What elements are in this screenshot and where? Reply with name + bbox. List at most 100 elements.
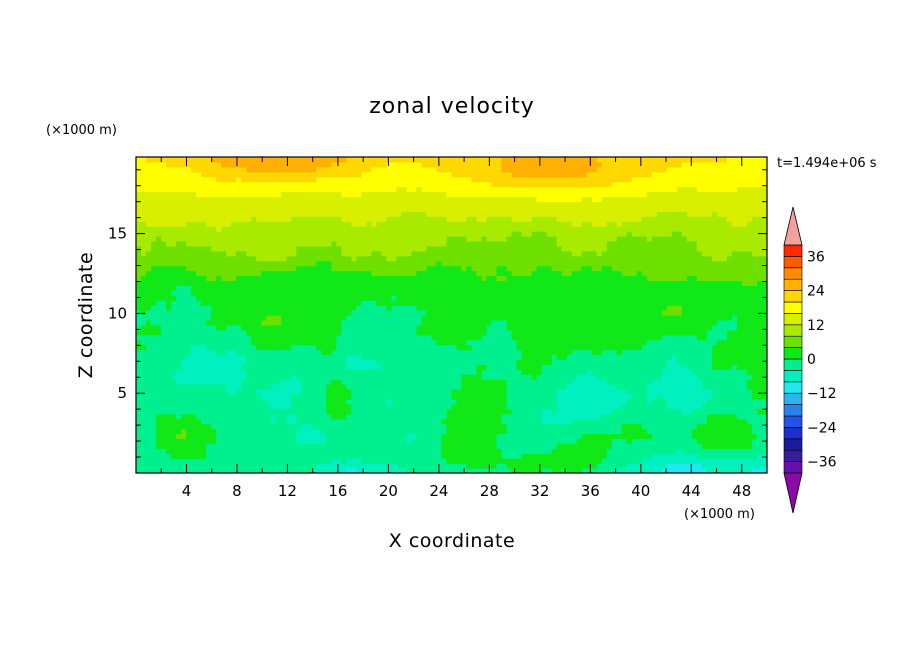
- heatmap-cell: [576, 300, 583, 306]
- heatmap-cell: [226, 428, 232, 435]
- heatmap-cell: [556, 359, 563, 365]
- heatmap-cell: [461, 428, 468, 435]
- heatmap-cell: [726, 398, 733, 405]
- heatmap-cell: [676, 329, 683, 336]
- heatmap-cell: [496, 319, 503, 326]
- heatmap-cell: [486, 398, 493, 405]
- heatmap-cell: [381, 438, 387, 444]
- heatmap-cell: [241, 285, 247, 291]
- heatmap-cell: [631, 463, 638, 469]
- heatmap-cell: [336, 394, 342, 400]
- heatmap-cell: [306, 280, 312, 286]
- heatmap-cell: [576, 418, 583, 425]
- heatmap-cell: [586, 359, 593, 365]
- heatmap-cell: [171, 349, 177, 356]
- heatmap-cell: [256, 408, 262, 415]
- heatmap-cell: [601, 423, 608, 430]
- heatmap-cell: [366, 443, 372, 449]
- heatmap-cell: [301, 275, 307, 282]
- heatmap-cell: [536, 295, 543, 301]
- heatmap-cell: [626, 359, 633, 365]
- heatmap-cell: [616, 463, 623, 469]
- heatmap-cell: [696, 423, 703, 430]
- heatmap-cell: [231, 310, 237, 316]
- heatmap-cell: [396, 423, 403, 430]
- heatmap-cell: [236, 359, 242, 365]
- heatmap-cell: [471, 408, 478, 415]
- heatmap-cell: [626, 295, 633, 301]
- heatmap-cell: [521, 319, 528, 326]
- heatmap-cell: [496, 453, 503, 459]
- heatmap-cell: [716, 319, 723, 326]
- heatmap-cell: [576, 443, 583, 449]
- heatmap-cell: [566, 334, 573, 341]
- heatmap-cell: [726, 310, 733, 316]
- heatmap-cell: [221, 394, 227, 400]
- heatmap-cell: [166, 413, 172, 420]
- heatmap-cell: [756, 403, 763, 410]
- heatmap-cell: [141, 300, 147, 306]
- heatmap-cell: [236, 384, 242, 390]
- heatmap-cell: [521, 369, 528, 375]
- heatmap-cell: [666, 300, 673, 306]
- heatmap-cell: [526, 463, 533, 469]
- heatmap-cell: [566, 379, 573, 385]
- heatmap-cell: [256, 448, 262, 454]
- heatmap-cell: [181, 339, 187, 346]
- heatmap-cell: [431, 339, 438, 346]
- heatmap-cell: [676, 319, 683, 326]
- heatmap-cell: [761, 364, 767, 370]
- heatmap-cell: [531, 334, 538, 341]
- heatmap-cell: [176, 339, 182, 346]
- heatmap-cell: [311, 275, 317, 282]
- heatmap-cell: [426, 403, 433, 410]
- heatmap-cell: [481, 349, 488, 356]
- heatmap-cell: [466, 438, 473, 444]
- heatmap-cell: [616, 334, 623, 341]
- heatmap-cell: [166, 285, 172, 291]
- heatmap-cell: [181, 394, 187, 400]
- heatmap-cell: [721, 329, 728, 336]
- heatmap-cell: [236, 339, 242, 346]
- heatmap-cell: [586, 394, 593, 400]
- heatmap-cell: [151, 389, 157, 395]
- heatmap-cell: [751, 374, 758, 380]
- heatmap-cell: [691, 354, 698, 361]
- heatmap-cell: [406, 448, 413, 454]
- heatmap-cell: [531, 280, 538, 286]
- heatmap-cell: [736, 334, 743, 341]
- heatmap-cell: [651, 285, 658, 291]
- heatmap-cell: [596, 300, 603, 306]
- heatmap-cell: [321, 319, 327, 326]
- heatmap-cell: [726, 285, 733, 291]
- heatmap-cell: [451, 349, 458, 356]
- heatmap-cell: [146, 334, 152, 341]
- heatmap-cell: [466, 285, 473, 291]
- heatmap-cell: [191, 295, 197, 301]
- heatmap-cell: [321, 403, 327, 410]
- heatmap-cell: [216, 319, 222, 326]
- heatmap-cell: [471, 384, 478, 390]
- heatmap-cell: [496, 339, 503, 346]
- heatmap-cell: [391, 438, 398, 444]
- heatmap-cell: [401, 468, 408, 473]
- heatmap-cell: [546, 438, 553, 444]
- heatmap-cell: [341, 324, 347, 331]
- heatmap-cell: [541, 413, 548, 420]
- heatmap-cell: [596, 463, 603, 469]
- heatmap-cell: [571, 418, 578, 425]
- heatmap-cell: [341, 423, 347, 430]
- heatmap-cell: [396, 443, 403, 449]
- heatmap-cell: [416, 448, 423, 454]
- heatmap-cell: [521, 423, 528, 430]
- heatmap-cell: [451, 300, 458, 306]
- heatmap-cell: [486, 364, 493, 370]
- heatmap-cell: [356, 344, 362, 351]
- heatmap-cell: [556, 295, 563, 301]
- heatmap-cell: [251, 300, 257, 306]
- heatmap-cell: [281, 398, 287, 405]
- heatmap-cell: [401, 329, 408, 336]
- heatmap-cell: [281, 319, 287, 326]
- heatmap-cell: [506, 458, 513, 464]
- heatmap-cell: [381, 369, 387, 375]
